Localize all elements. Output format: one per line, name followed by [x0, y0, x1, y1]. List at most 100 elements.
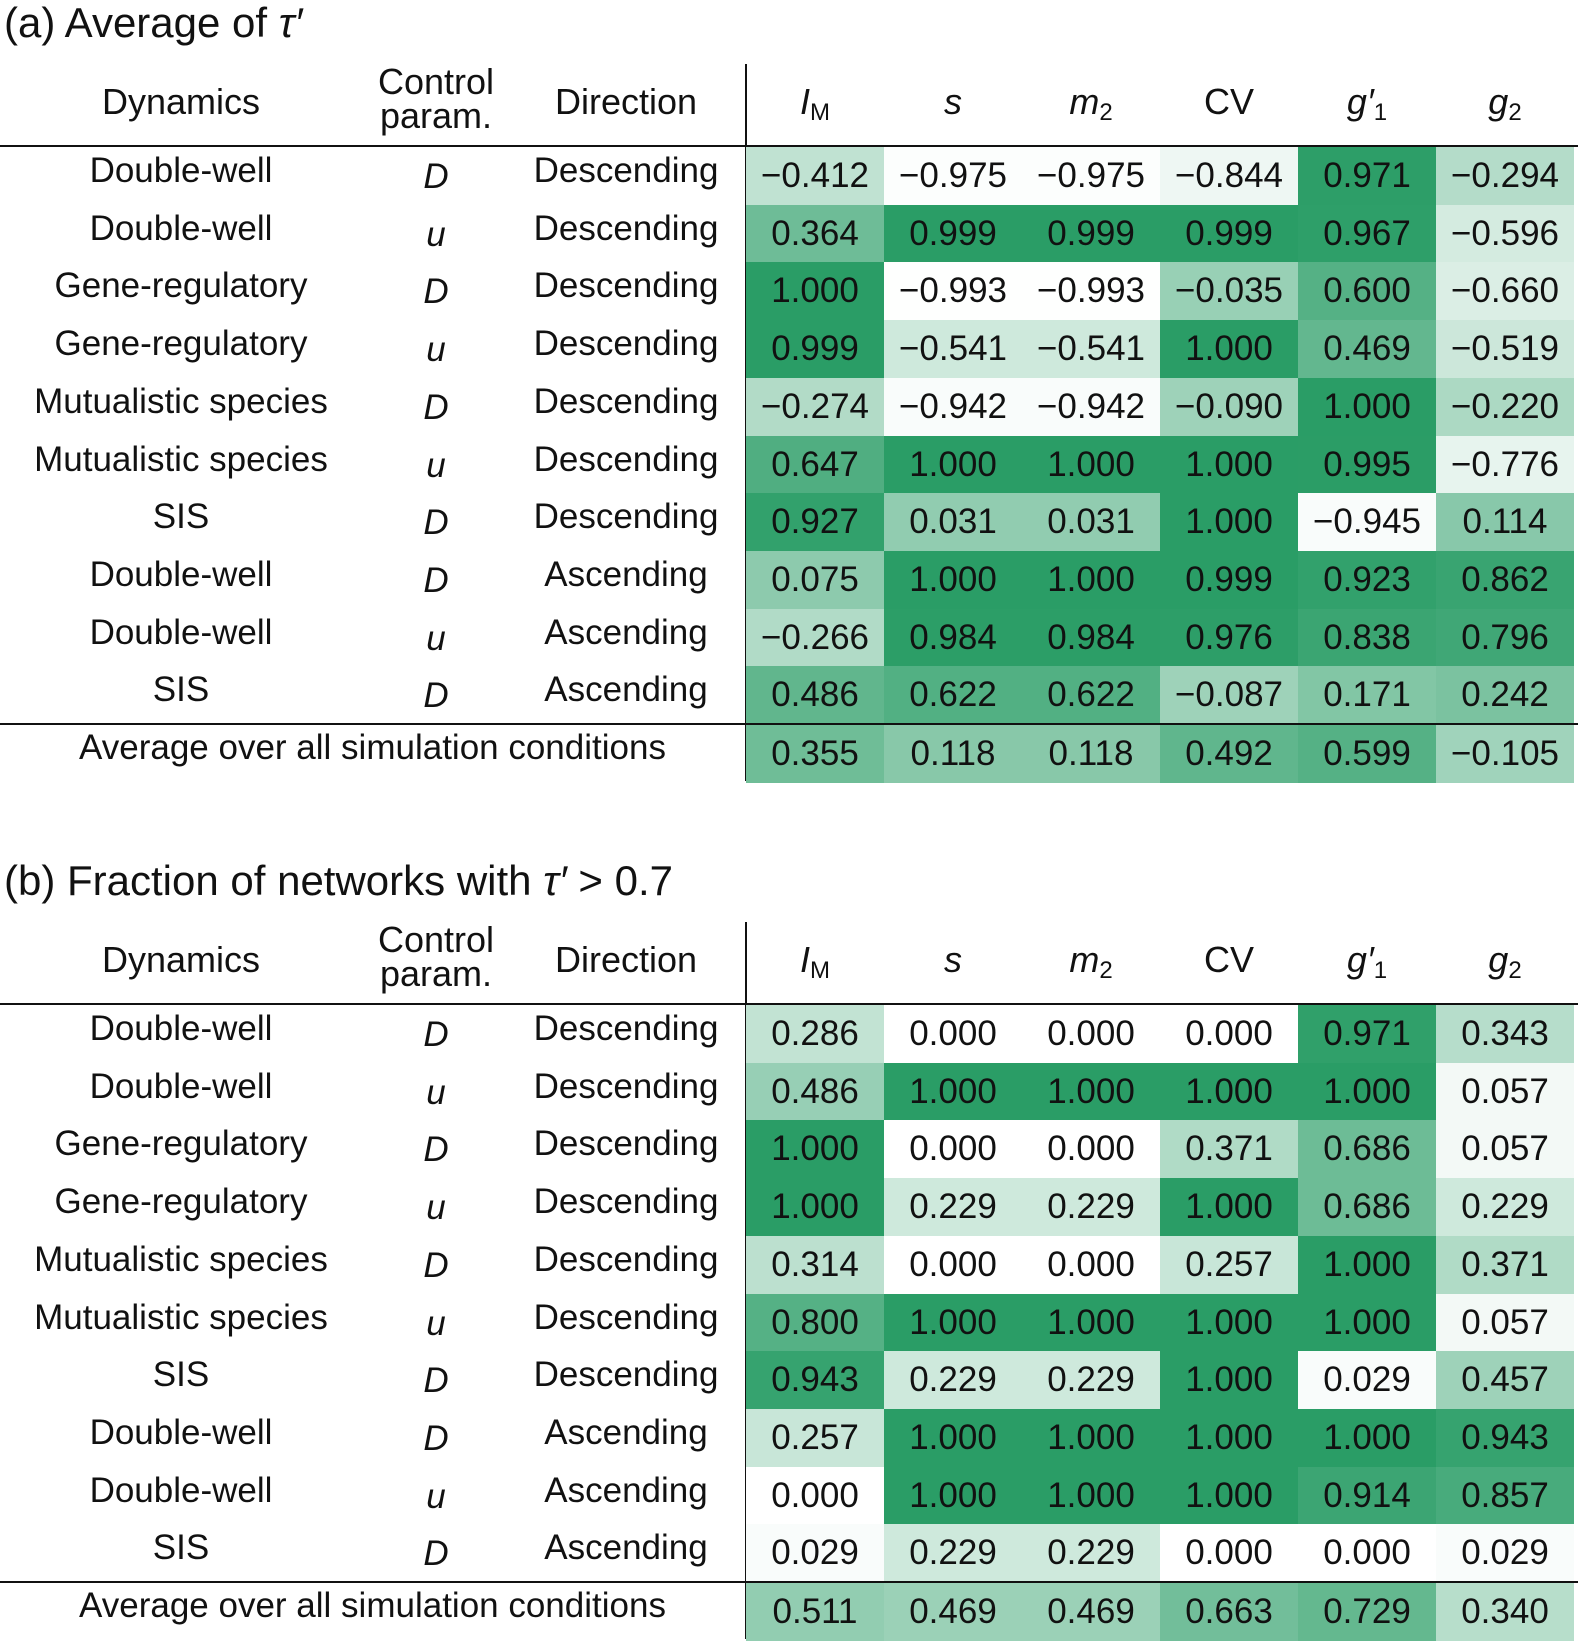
- panel-title: (b) Fraction of networks with τ′ > 0.7: [4, 860, 673, 902]
- cell-control-param: u: [426, 330, 446, 370]
- metric-subscript: 2: [1099, 99, 1113, 126]
- value-cell: −0.294: [1436, 147, 1574, 205]
- value-cell: 0.862: [1436, 550, 1574, 609]
- cell-dynamics: SIS: [152, 497, 210, 537]
- cell-direction: Descending: [533, 1355, 719, 1395]
- metric-subscript: 2: [1508, 99, 1522, 126]
- value-cell: 1.000: [884, 1466, 1022, 1525]
- header-control-param: Control param.: [376, 61, 496, 134]
- title-prefix: (a) Average of: [4, 0, 279, 46]
- value-cell: 0.171: [1298, 666, 1436, 725]
- value-cell: −0.975: [884, 147, 1022, 205]
- value-cell: −0.993: [884, 262, 1022, 321]
- cell-direction: Descending: [533, 439, 719, 479]
- value-cell: 0.984: [884, 608, 1022, 667]
- value-cell: 1.000: [1298, 377, 1436, 436]
- value-cell: 0.686: [1298, 1120, 1436, 1179]
- average-cell: 0.729: [1298, 1583, 1436, 1641]
- header-direction: Direction: [554, 939, 698, 980]
- value-cell: 0.600: [1298, 262, 1436, 321]
- value-cell: 1.000: [1160, 320, 1298, 379]
- cell-direction: Ascending: [544, 670, 708, 710]
- value-cell: 1.000: [1022, 1062, 1160, 1121]
- value-cell: 0.976: [1160, 608, 1298, 667]
- average-cell: 0.355: [746, 725, 884, 783]
- value-cell: 1.000: [1160, 1178, 1298, 1237]
- value-cell: 0.029: [1298, 1351, 1436, 1410]
- value-cell: 0.984: [1022, 608, 1160, 667]
- header-metric: g′1: [1298, 942, 1436, 983]
- metric-symbol: CV: [1203, 81, 1254, 122]
- metric-symbol: CV: [1203, 939, 1254, 980]
- value-cell: 1.000: [1022, 1408, 1160, 1467]
- value-cell: 1.000: [884, 1293, 1022, 1352]
- value-cell: −0.844: [1160, 147, 1298, 205]
- metric-symbol: g′: [1346, 939, 1374, 980]
- cell-dynamics: Double-well: [89, 1470, 273, 1510]
- cell-control-param: D: [423, 503, 449, 543]
- cell-control-param: D: [423, 560, 449, 600]
- average-cell: 0.492: [1160, 725, 1298, 783]
- title-tau: τ′: [543, 857, 567, 904]
- value-cell: 1.000: [1160, 1466, 1298, 1525]
- value-cell: −0.945: [1298, 493, 1436, 552]
- value-cell: 0.927: [746, 493, 884, 552]
- value-cell: 1.000: [1022, 1293, 1160, 1352]
- metric-symbol: s: [944, 939, 962, 980]
- metric-subscript: M: [810, 957, 830, 984]
- header-metric: CV: [1160, 84, 1298, 125]
- average-cell: 0.469: [1022, 1583, 1160, 1641]
- value-cell: 1.000: [746, 1120, 884, 1179]
- value-cell: 0.031: [1022, 493, 1160, 552]
- cell-direction: Ascending: [544, 612, 708, 652]
- cell-control-param: u: [426, 1072, 446, 1112]
- value-cell: 0.923: [1298, 550, 1436, 609]
- cell-dynamics: Double-well: [89, 1412, 273, 1452]
- metric-symbol: s: [944, 81, 962, 122]
- cell-control-param: D: [423, 676, 449, 716]
- value-cell: 1.000: [1160, 1062, 1298, 1121]
- value-cell: 0.029: [746, 1524, 884, 1583]
- value-cell: −0.541: [1022, 320, 1160, 379]
- header-metric: IM: [746, 84, 884, 125]
- cell-direction: Ascending: [544, 554, 708, 594]
- value-cell: 0.229: [1022, 1524, 1160, 1583]
- value-cell: 1.000: [1298, 1062, 1436, 1121]
- header-dynamics: Dynamics: [101, 939, 261, 980]
- value-cell: 0.999: [746, 320, 884, 379]
- value-cell: −0.541: [884, 320, 1022, 379]
- metric-symbol: g: [1488, 939, 1509, 980]
- cell-direction: Ascending: [544, 1528, 708, 1568]
- average-cell: 0.599: [1298, 725, 1436, 783]
- cell-direction: Ascending: [544, 1470, 708, 1510]
- value-cell: 0.000: [1160, 1005, 1298, 1063]
- value-cell: 0.486: [746, 1062, 884, 1121]
- header-metric: IM: [746, 942, 884, 983]
- header-control-line1: Control: [377, 61, 495, 102]
- value-cell: 0.914: [1298, 1466, 1436, 1525]
- header-control-line1: Control: [377, 919, 495, 960]
- value-cell: 1.000: [1160, 1293, 1298, 1352]
- value-cell: 0.967: [1298, 204, 1436, 263]
- header-metric: m2: [1022, 942, 1160, 983]
- value-cell: 0.686: [1298, 1178, 1436, 1237]
- table-panel-a: (a) Average of τ′ Dynamics Control param. Di…: [0, 0, 1578, 790]
- value-cell: 1.000: [1160, 1408, 1298, 1467]
- average-cell: 0.511: [746, 1583, 884, 1641]
- value-cell: 0.343: [1436, 1005, 1574, 1063]
- value-cell: 1.000: [1298, 1235, 1436, 1294]
- value-cell: 0.075: [746, 550, 884, 609]
- value-cell: 1.000: [1160, 493, 1298, 552]
- value-cell: −0.090: [1160, 377, 1298, 436]
- value-cell: 1.000: [884, 435, 1022, 494]
- cell-control-param: u: [426, 214, 446, 254]
- value-cell: 1.000: [884, 1062, 1022, 1121]
- value-cell: −0.660: [1436, 262, 1574, 321]
- cell-control-param: D: [423, 1015, 449, 1054]
- metric-symbol: m: [1069, 81, 1100, 122]
- cell-dynamics: Mutualistic species: [34, 1239, 328, 1279]
- value-cell: 0.364: [746, 204, 884, 263]
- value-cell: 0.796: [1436, 608, 1574, 667]
- cell-control-param: u: [426, 1188, 446, 1228]
- value-cell: 0.000: [746, 1466, 884, 1525]
